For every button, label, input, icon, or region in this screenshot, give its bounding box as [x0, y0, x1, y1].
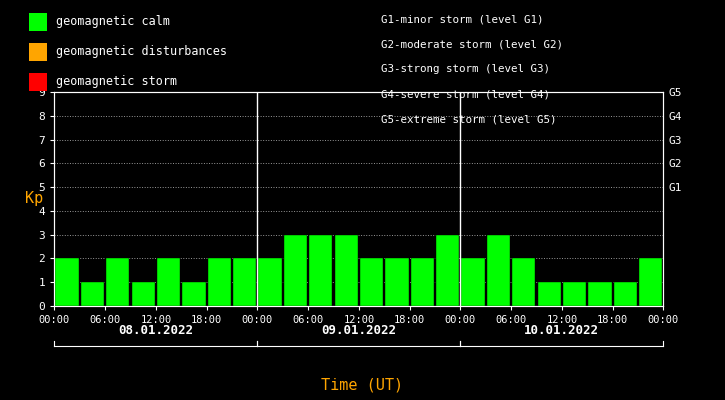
Bar [80, 282, 104, 306]
Bar [334, 235, 358, 306]
Bar [131, 282, 155, 306]
Text: 10.01.2022: 10.01.2022 [524, 324, 600, 337]
Text: 08.01.2022: 08.01.2022 [118, 324, 194, 337]
Bar [410, 258, 434, 306]
Text: G4-severe storm (level G4): G4-severe storm (level G4) [381, 90, 550, 100]
Bar [639, 258, 663, 306]
Bar [309, 235, 333, 306]
Bar [258, 258, 282, 306]
Bar [563, 282, 587, 306]
Text: G3-strong storm (level G3): G3-strong storm (level G3) [381, 64, 550, 74]
Bar [385, 258, 409, 306]
Bar [106, 258, 130, 306]
Bar [537, 282, 561, 306]
Text: G2-moderate storm (level G2): G2-moderate storm (level G2) [381, 39, 563, 49]
Bar [613, 282, 637, 306]
Bar [512, 258, 536, 306]
Y-axis label: Kp: Kp [25, 192, 44, 206]
Bar [182, 282, 206, 306]
Bar [588, 282, 612, 306]
Text: geomagnetic calm: geomagnetic calm [56, 16, 170, 28]
Bar [461, 258, 485, 306]
Text: G1-minor storm (level G1): G1-minor storm (level G1) [381, 14, 543, 24]
Bar [55, 258, 79, 306]
Bar [283, 235, 307, 306]
Bar [233, 258, 257, 306]
Bar [436, 235, 460, 306]
Text: Time (UT): Time (UT) [321, 377, 404, 392]
Bar [207, 258, 231, 306]
Text: G5-extreme storm (level G5): G5-extreme storm (level G5) [381, 115, 556, 125]
Text: geomagnetic disturbances: geomagnetic disturbances [56, 46, 227, 58]
Text: geomagnetic storm: geomagnetic storm [56, 76, 177, 88]
Bar [157, 258, 181, 306]
Bar [486, 235, 510, 306]
Text: 09.01.2022: 09.01.2022 [321, 324, 397, 337]
Bar [360, 258, 384, 306]
